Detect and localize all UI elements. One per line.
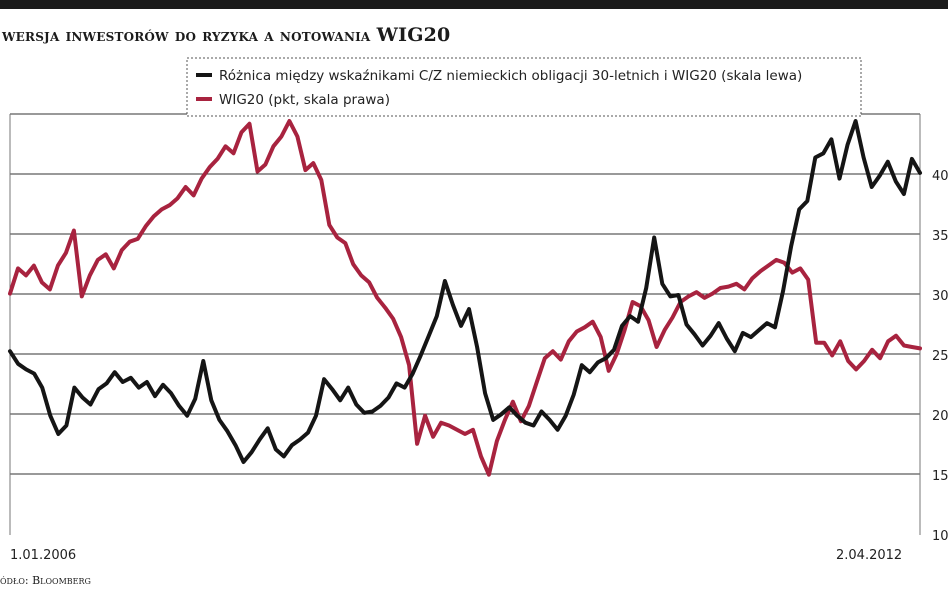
series-line-red — [8, 119, 922, 477]
chart-title-accent: WIG20 — [376, 24, 451, 46]
right-tick-label: 100 — [932, 529, 948, 544]
chart-title-main: wersja inwestorów do ryzyka a notowania — [2, 26, 377, 46]
right-tick-label: 150 — [932, 469, 948, 484]
right-tick-label: 300 — [932, 289, 948, 304]
chart-title: wersja inwestorów do ryzyka a notowania … — [2, 24, 450, 46]
series-layer — [8, 119, 922, 477]
legend-label-red: WIG20 (pkt, skala prawa) — [219, 92, 390, 108]
top-rule — [0, 0, 948, 9]
legend: Różnica między wskaźnikami C/Z niemiecki… — [186, 57, 862, 117]
right-tick-label: 350 — [932, 229, 948, 244]
legend-label-black: Różnica między wskaźnikami C/Z niemiecki… — [219, 68, 802, 84]
x-tick-label-end: 2.04.2012 — [836, 548, 902, 563]
right-tick-label: 400 — [932, 169, 948, 184]
x-tick-label-start: 1.01.2006 — [10, 548, 76, 563]
source-note: ódło: Bloomberg — [0, 574, 91, 587]
right-tick-label: 250 — [932, 349, 948, 364]
axes: 100 150 200 250 300 350 400 1.01.2006 2.04.2012 — [9, 114, 948, 563]
right-tick-label: 200 — [932, 409, 948, 424]
series-line-black — [8, 119, 922, 464]
legend-box — [186, 57, 862, 117]
